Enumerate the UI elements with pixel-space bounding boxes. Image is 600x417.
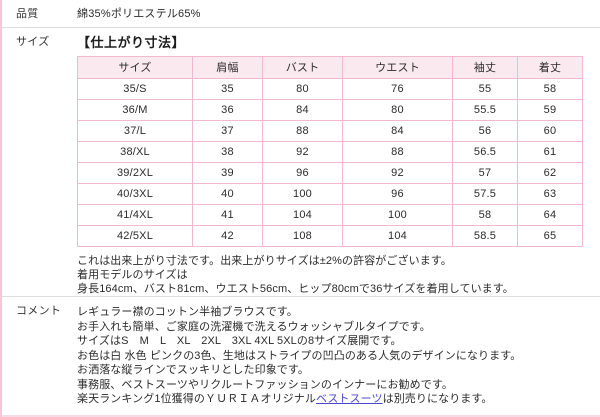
- cell-waist: 96: [342, 183, 453, 205]
- column-header-sleeve-length: 袖丈: [452, 56, 518, 79]
- comment-row: コメント レギュラー襟のコットン半袖ブラウスです。 お手入れも簡単、ご家庭の洗濯…: [2, 297, 600, 411]
- comment-line-with-link: 楽天ランキング1位獲得のＹＵＲＩＡオリジナルベストスーツは別売りになります。: [77, 392, 592, 407]
- table-row: 38/XL 38 92 88 56.5 61: [77, 141, 583, 163]
- best-suit-link[interactable]: ベストスーツ: [316, 393, 383, 405]
- cell-waist: 88: [342, 141, 453, 163]
- comment-line: サイズはS M L XL 2XL 3XL 4XL 5XLの8サイズ展開です。: [77, 335, 402, 347]
- cell-waist: 84: [342, 120, 453, 142]
- cell-size: 41/4XL: [77, 204, 193, 226]
- column-header-shoulder-width: 肩幅: [192, 56, 263, 79]
- cell-size: 37/L: [77, 120, 193, 142]
- comment-link-prefix: 楽天ランキング1位獲得のＹＵＲＩＡオリジナル: [77, 393, 316, 405]
- cell-length: 58: [517, 78, 583, 100]
- cell-bust: 84: [262, 99, 343, 121]
- size-body: 【仕上がり寸法】 サイズ 肩幅 バスト ウエスト 袖丈: [77, 28, 600, 296]
- cell-length: 64: [517, 204, 583, 226]
- cell-shoulder: 38: [192, 141, 263, 163]
- cell-bust: 80: [262, 78, 343, 100]
- cell-shoulder: 37: [192, 120, 263, 142]
- size-note-line: 身長164cm、バスト81cm、ウエスト56cm、ヒップ80cmで36サイズを着…: [77, 283, 514, 295]
- comment-line: レギュラー襟のコットン半袖ブラウスです。: [77, 306, 298, 318]
- table-header-row: サイズ 肩幅 バスト ウエスト 袖丈 着丈: [77, 56, 583, 79]
- column-header-garment-length: 着丈: [517, 56, 583, 79]
- column-header-waist: ウエスト: [342, 56, 453, 79]
- cell-size: 38/XL: [77, 141, 193, 163]
- cell-bust: 100: [262, 183, 343, 205]
- table-row: 36/M 36 84 80 55.5 59: [77, 99, 583, 121]
- cell-length: 63: [517, 183, 583, 205]
- quality-row: 品質 綿35%ポリエステル65%: [2, 0, 600, 28]
- size-table-body: 35/S 35 80 76 55 58 36/M 36 84 80 55.5 5…: [77, 78, 583, 247]
- cell-waist: 104: [342, 225, 453, 247]
- cell-size: 39/2XL: [77, 162, 193, 184]
- table-row: 42/5XL 42 108 104 58.5 65: [77, 225, 583, 247]
- cell-length: 61: [517, 141, 583, 163]
- cell-size: 40/3XL: [77, 183, 193, 205]
- column-header-size: サイズ: [77, 56, 193, 79]
- quality-value: 綿35%ポリエステル65%: [77, 8, 201, 20]
- cell-sleeve: 56.5: [452, 141, 518, 163]
- cell-bust: 88: [262, 120, 343, 142]
- comment-link-suffix: は別売りになります。: [382, 393, 493, 405]
- comment-text: レギュラー襟のコットン半袖ブラウスです。 お手入れも簡単、ご家庭の洗濯機で洗える…: [77, 304, 592, 407]
- cell-waist: 100: [342, 204, 453, 226]
- cell-shoulder: 40: [192, 183, 263, 205]
- cell-bust: 92: [262, 141, 343, 163]
- cell-shoulder: 35: [192, 78, 263, 100]
- quality-label: 品質: [16, 8, 39, 20]
- table-row: 41/4XL 41 104 100 58 64: [77, 204, 583, 226]
- cell-length: 62: [517, 162, 583, 184]
- cell-shoulder: 42: [192, 225, 263, 247]
- quality-body: 綿35%ポリエステル65%: [77, 0, 600, 21]
- cell-waist: 76: [342, 78, 453, 100]
- bottom-rule: [2, 415, 600, 417]
- cell-length: 59: [517, 99, 583, 121]
- comment-label: コメント: [16, 305, 62, 317]
- cell-size: 35/S: [77, 78, 193, 100]
- cell-bust: 104: [262, 204, 343, 226]
- cell-sleeve: 58.5: [452, 225, 518, 247]
- comment-line: お洒落な縦ラインでスッキリとした印象です。: [77, 364, 309, 376]
- size-heading: 【仕上がり寸法】: [77, 35, 186, 50]
- comment-line: 事務服、ベストスーツやリクルートファッションのインナーにお勧めです。: [77, 378, 453, 391]
- cell-sleeve: 56: [452, 120, 518, 142]
- table-row: 40/3XL 40 100 96 57.5 63: [77, 183, 583, 205]
- cell-shoulder: 39: [192, 162, 263, 184]
- cell-sleeve: 58: [452, 204, 518, 226]
- cell-shoulder: 41: [192, 204, 263, 226]
- size-note-line: 着用モデルのサイズは: [77, 269, 188, 281]
- cell-sleeve: 57: [452, 162, 518, 184]
- column-header-bust: バスト: [262, 56, 343, 79]
- comment-line: お色は白 水色 ピンクの3色、生地はストライプの凹凸のある人気のデザインになりま…: [77, 349, 522, 362]
- cell-waist: 80: [342, 99, 453, 121]
- cell-sleeve: 55: [452, 78, 518, 100]
- size-measurement-table: サイズ 肩幅 バスト ウエスト 袖丈 着丈 35/S 35 80 76 55: [77, 56, 583, 247]
- size-label: サイズ: [16, 36, 50, 48]
- table-row: 39/2XL 39 96 92 57 62: [77, 162, 583, 184]
- table-row: 35/S 35 80 76 55 58: [77, 78, 583, 100]
- table-row: 37/L 37 88 84 56 60: [77, 120, 583, 142]
- cell-size: 42/5XL: [77, 225, 193, 247]
- size-row: サイズ 【仕上がり寸法】 サイズ 肩幅 バスト ウエスト: [2, 28, 600, 297]
- cell-bust: 96: [262, 162, 343, 184]
- size-note-line: これは出来上がり寸法です。出来上がりサイズは±2%の許容がございます。: [77, 255, 452, 267]
- size-notes: これは出来上がり寸法です。出来上がりサイズは±2%の許容がございます。 着用モデ…: [77, 254, 592, 296]
- comment-line: お手入れも簡単、ご家庭の洗濯機で洗えるウォッシャブルタイプです。: [77, 320, 431, 333]
- cell-waist: 92: [342, 162, 453, 184]
- cell-sleeve: 57.5: [452, 183, 518, 205]
- size-table-head: サイズ 肩幅 バスト ウエスト 袖丈 着丈: [77, 56, 583, 79]
- comment-body: レギュラー襟のコットン半袖ブラウスです。 お手入れも簡単、ご家庭の洗濯機で洗える…: [77, 297, 600, 407]
- cell-sleeve: 55.5: [452, 99, 518, 121]
- cell-bust: 108: [262, 225, 343, 247]
- cell-size: 36/M: [77, 99, 193, 121]
- cell-length: 60: [517, 120, 583, 142]
- cell-length: 65: [517, 225, 583, 247]
- cell-shoulder: 36: [192, 99, 263, 121]
